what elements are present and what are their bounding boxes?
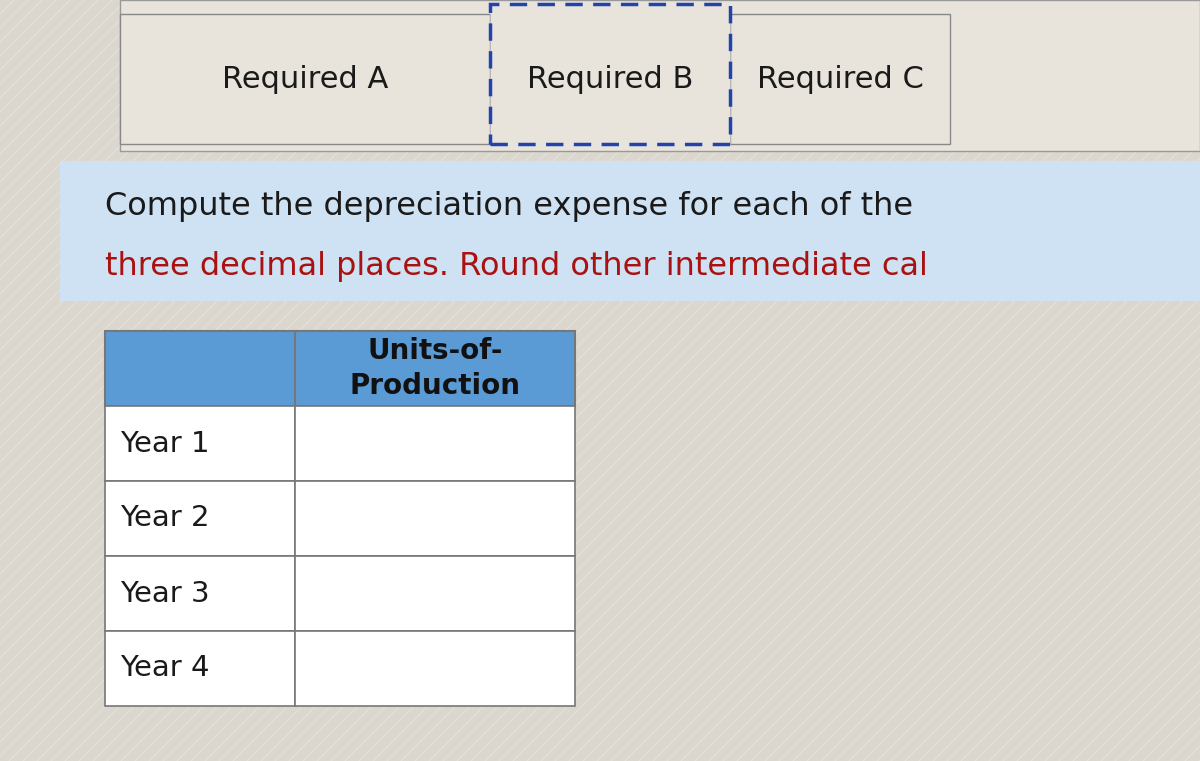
FancyBboxPatch shape xyxy=(60,161,1200,301)
FancyBboxPatch shape xyxy=(295,631,575,706)
FancyBboxPatch shape xyxy=(120,14,490,144)
Text: Year 3: Year 3 xyxy=(120,579,210,607)
FancyBboxPatch shape xyxy=(106,631,295,706)
FancyBboxPatch shape xyxy=(730,14,950,144)
FancyBboxPatch shape xyxy=(106,331,295,406)
FancyBboxPatch shape xyxy=(295,556,575,631)
FancyBboxPatch shape xyxy=(295,406,575,481)
Text: Required C: Required C xyxy=(756,65,924,94)
Text: Year 1: Year 1 xyxy=(120,429,210,457)
Text: Year 2: Year 2 xyxy=(120,505,210,533)
FancyBboxPatch shape xyxy=(120,0,1200,151)
FancyBboxPatch shape xyxy=(106,406,295,481)
FancyBboxPatch shape xyxy=(106,481,295,556)
FancyBboxPatch shape xyxy=(295,331,575,406)
Text: Required B: Required B xyxy=(527,65,694,94)
Text: Required A: Required A xyxy=(222,65,388,94)
Text: Units-of-
Production: Units-of- Production xyxy=(349,337,521,400)
FancyBboxPatch shape xyxy=(295,481,575,556)
Text: three decimal places. Round other intermediate cal: three decimal places. Round other interm… xyxy=(106,250,928,282)
Text: Compute the depreciation expense for each of the: Compute the depreciation expense for eac… xyxy=(106,190,913,221)
Text: Year 4: Year 4 xyxy=(120,654,210,683)
FancyBboxPatch shape xyxy=(490,4,730,144)
FancyBboxPatch shape xyxy=(106,556,295,631)
